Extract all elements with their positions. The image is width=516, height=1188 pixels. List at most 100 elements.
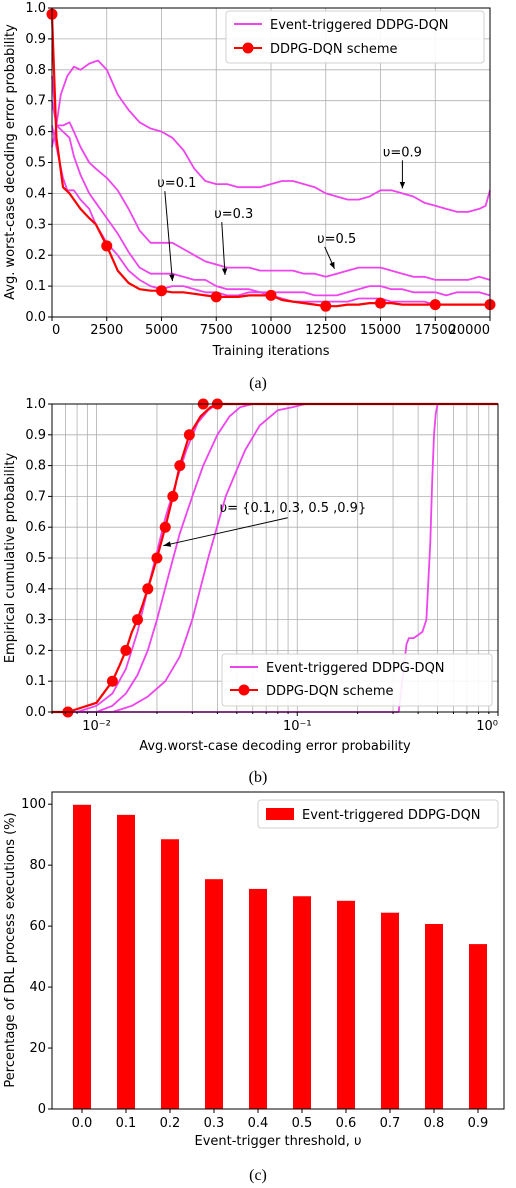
chart-b-legend: Event-triggered DDPG-DQN DDPG-DQN scheme <box>221 653 493 707</box>
x-tick-label: 2500 <box>90 323 123 338</box>
x-tick-label: 0.3 <box>204 1116 225 1131</box>
annotation-label: υ=0.5 <box>317 232 356 247</box>
y-tick-label: 0.6 <box>25 125 46 140</box>
annotation-label: υ= {0.1, 0.3, 0.5 ,0.9} <box>220 501 367 516</box>
bar <box>249 888 267 1109</box>
caption-a: (a) <box>249 375 267 392</box>
x-tick-label: 10⁻² <box>82 719 111 734</box>
y-tick-label: 0.8 <box>25 459 46 474</box>
x-tick-label: 20000 <box>449 323 490 338</box>
y-tick-label: 0.0 <box>25 705 46 720</box>
y-tick-label: 0.7 <box>25 94 46 109</box>
x-tick-label: 0.9 <box>468 1116 489 1131</box>
chart-c-ylabel: Percentage of DRL process executions (%) <box>3 812 18 1087</box>
series-line-2 <box>52 403 498 713</box>
series-line-1 <box>52 403 498 713</box>
y-tick-label: 0.9 <box>25 428 46 443</box>
chart-b-ylabel: Empirical cumulative probability <box>3 453 18 664</box>
annotation-arrow <box>163 517 288 547</box>
data-point <box>210 291 222 303</box>
bar <box>337 900 355 1109</box>
bar <box>469 944 487 1109</box>
chart-b-xticks: 10⁻² 10⁻¹ 10⁰ <box>51 712 499 734</box>
y-tick-label: 60 <box>29 919 46 934</box>
data-point <box>174 460 186 472</box>
annotation-label: υ=0.9 <box>383 145 422 160</box>
y-tick-label: 0.4 <box>25 186 46 201</box>
data-point <box>183 429 195 441</box>
y-tick-label: 0.7 <box>25 489 46 504</box>
chart-a-annotations: υ=0.9 υ=0.1 υ=0.3 υ=0.5 <box>157 145 422 282</box>
series-line-4 <box>50 14 490 308</box>
x-tick-label: 0.5 <box>292 1116 313 1131</box>
annotation-arrowhead <box>221 268 228 275</box>
data-point <box>429 299 441 311</box>
x-tick-label: 17500 <box>415 323 456 338</box>
caption-b: (b) <box>249 769 268 786</box>
data-point <box>265 289 277 301</box>
y-tick-label: 0.5 <box>25 156 46 171</box>
chart-c-frame <box>51 791 505 1110</box>
chart-a-xlabel: Training iterations <box>211 344 329 359</box>
chart-c-xlabel: Event-trigger threshold, υ <box>195 1134 362 1149</box>
x-tick-label: 10⁻¹ <box>283 719 312 734</box>
chart-a: υ=0.9 υ=0.1 υ=0.3 υ=0.5 0 2500 5000 7500 10000 1… <box>3 1 496 392</box>
y-tick-label: 0.6 <box>25 520 46 535</box>
legend-c-swatch <box>266 808 294 820</box>
annotation-arrow <box>221 222 226 275</box>
annotation-label: υ=0.1 <box>157 176 196 191</box>
y-tick-label: 0.8 <box>25 63 46 78</box>
y-tick-label: 0.9 <box>25 32 46 47</box>
legend-b-ddpg-marker <box>238 684 250 696</box>
chart-b: υ= {0.1, 0.3, 0.5 ,0.9} 10⁻² 10⁻¹ 10⁰ 0.0 0… <box>3 397 499 786</box>
annotation-arrowhead <box>399 181 406 189</box>
chart-c-yticks: 0 20 40 60 80 100 <box>21 797 52 1117</box>
y-tick-label: 0.4 <box>25 582 46 597</box>
bar <box>73 804 91 1109</box>
legend-b-ddpg-label: DDPG-DQN scheme <box>266 684 394 699</box>
series-line-0 <box>51 59 491 213</box>
data-point <box>156 285 167 297</box>
y-tick-label: 0.3 <box>25 217 46 232</box>
x-tick-label: 0.7 <box>380 1116 401 1131</box>
series-line-2 <box>51 100 491 297</box>
data-point <box>167 490 179 502</box>
x-tick-label: 10⁰ <box>476 719 498 734</box>
x-tick-label: 0.8 <box>424 1116 445 1131</box>
x-tick-label: 0.1 <box>116 1116 137 1131</box>
bar <box>161 839 179 1109</box>
y-tick-label: 0.0 <box>25 310 46 325</box>
annotation-arrowhead <box>329 261 335 269</box>
x-tick-label: 15000 <box>360 323 401 338</box>
y-tick-label: 1.0 <box>25 1 46 16</box>
x-tick-label: 7500 <box>200 323 233 338</box>
x-tick-label: 12500 <box>305 323 346 338</box>
y-tick-label: 0.5 <box>25 551 46 566</box>
y-tick-label: 0.3 <box>25 613 46 628</box>
data-point <box>142 583 154 595</box>
x-tick-label: 0.0 <box>72 1116 93 1131</box>
y-tick-label: 1.0 <box>25 397 46 412</box>
chart-b-xlabel: Avg.worst-case decoding error probabilit… <box>139 739 411 754</box>
data-point <box>120 644 132 656</box>
chart-b-series <box>52 398 498 718</box>
data-point <box>101 240 113 252</box>
y-tick-label: 100 <box>21 797 46 812</box>
caption-c: (c) <box>249 1167 267 1184</box>
legend-a-ddpg-marker <box>242 42 254 54</box>
x-tick-label: 0 <box>52 323 60 338</box>
data-point <box>106 675 118 687</box>
data-point <box>159 521 171 533</box>
y-tick-label: 0.2 <box>25 643 46 658</box>
chart-a-ylabel: Avg. worst-case decoding error probabili… <box>3 24 18 300</box>
bar <box>293 896 311 1109</box>
annotation-arrowhead <box>163 541 172 547</box>
x-tick-label: 0.4 <box>248 1116 269 1131</box>
y-tick-label: 0.1 <box>25 674 46 689</box>
y-tick-label: 20 <box>29 1041 46 1056</box>
chart-a-yticks: 0.0 0.1 0.2 0.3 0.4 0.5 0.6 0.7 0.8 0.9 1.0 <box>25 1 52 325</box>
y-tick-label: 0.2 <box>25 248 46 263</box>
series-line-0 <box>52 403 498 713</box>
data-point <box>375 297 386 309</box>
